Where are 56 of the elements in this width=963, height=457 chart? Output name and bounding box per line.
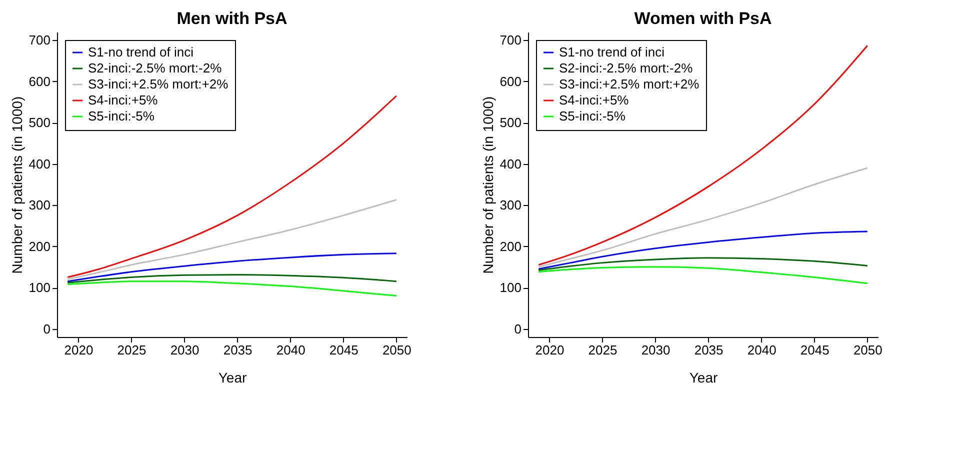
line-series [538, 257, 868, 271]
x-tick-label: 2025 [588, 342, 618, 358]
y-tick-label: 200 [28, 238, 50, 254]
legend-label: S2-inci:-2.5% mort:-2% [559, 60, 694, 76]
line-series [66, 95, 398, 278]
y-tick-label: 600 [28, 74, 50, 89]
legend-label: S1-no trend of inci [559, 44, 665, 60]
line-series [66, 252, 398, 282]
x-tick-label: 2020 [64, 342, 94, 358]
chart-title: Men with PsA [176, 9, 288, 28]
y-tick-label: 500 [28, 115, 50, 130]
x-tick-label: 2035 [694, 342, 724, 358]
y-tick-label: 700 [500, 32, 522, 48]
y-axis-title: Number of patients (in 1000) [480, 96, 496, 274]
legend-label: S2-inci:-2.5% mort:-2% [88, 60, 222, 76]
legend-label: S5-inci:-5% [88, 108, 155, 124]
line-series [538, 44, 868, 266]
legend-label: S4-inci:+5% [559, 92, 630, 108]
x-axis-title: Year [689, 370, 718, 386]
x-axis-title: Year [218, 370, 247, 386]
y-tick-label: 0 [43, 321, 50, 336]
y-tick-label: 500 [500, 115, 522, 130]
x-tick-label: 2025 [117, 342, 146, 358]
line-series [538, 167, 868, 268]
y-axis-title: Number of patients (in 1000) [8, 96, 25, 274]
y-tick-label: 300 [28, 198, 50, 213]
line-series [66, 199, 398, 280]
legend-label: S3-inci:+2.5% mort:+2% [559, 76, 700, 92]
line-series [66, 274, 398, 284]
chart-title: Women with PsA [634, 9, 772, 28]
x-tick-label: 2035 [223, 342, 252, 358]
x-tick-label: 2030 [641, 342, 670, 358]
x-tick-label: 2050 [853, 342, 882, 358]
x-tick-label: 2040 [276, 342, 306, 358]
x-tick-label: 2045 [800, 342, 830, 358]
y-tick-label: 100 [28, 280, 50, 296]
y-tick-label: 400 [28, 156, 50, 172]
y-tick-label: 400 [500, 156, 522, 172]
x-tick-label: 2045 [329, 342, 358, 358]
legend-label: S5-inci:-5% [559, 108, 626, 124]
y-tick-label: 600 [500, 74, 522, 89]
legend-label: S3-inci:+2.5% mort:+2% [88, 76, 229, 92]
x-tick-label: 2050 [382, 342, 412, 358]
y-tick-label: 700 [28, 32, 50, 48]
legend-label: S1-no trend of inci [88, 44, 194, 60]
x-tick-label: 2020 [535, 342, 564, 358]
x-tick-label: 2030 [170, 342, 200, 358]
line-series [538, 230, 868, 270]
y-tick-label: 300 [500, 198, 522, 213]
x-tick-label: 2040 [747, 342, 776, 358]
legend-label: S4-inci:+5% [88, 92, 158, 108]
y-tick-label: 100 [500, 280, 522, 296]
line-series [538, 266, 868, 284]
line-series [66, 280, 398, 297]
y-tick-label: 200 [500, 238, 522, 254]
y-tick-label: 0 [514, 321, 522, 336]
